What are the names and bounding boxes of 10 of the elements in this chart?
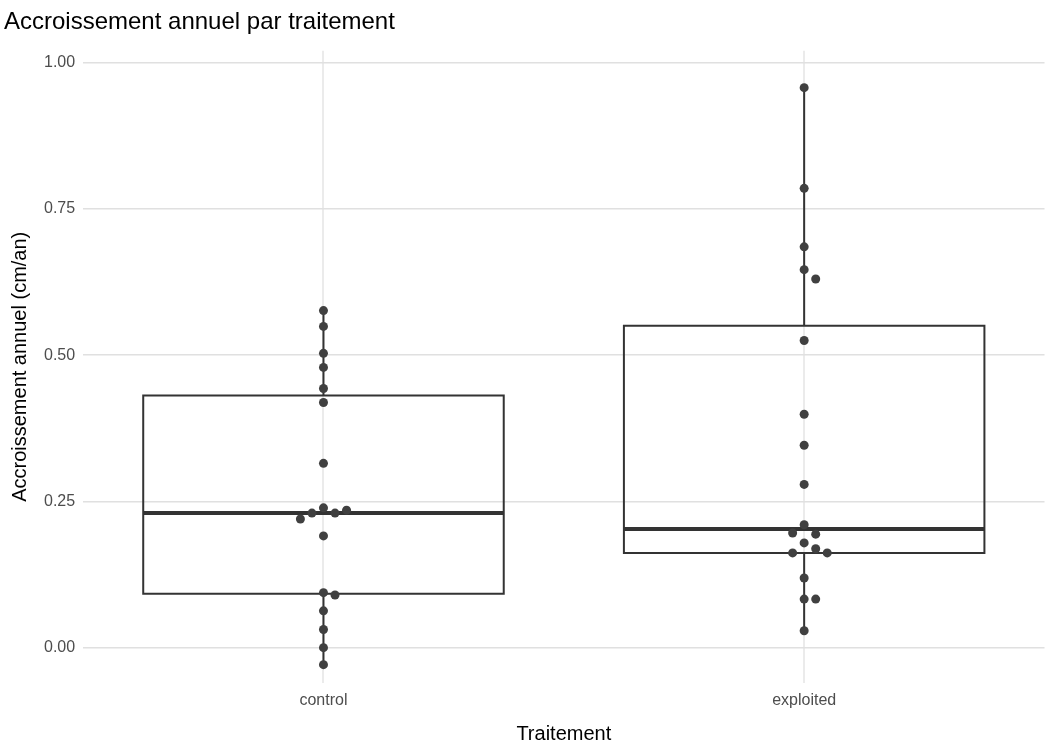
x-tick-label: exploited [772, 690, 837, 708]
x-tick-label: control [299, 690, 348, 708]
y-tick-label: 0.00 [44, 638, 76, 656]
x-axis-title: Traitement [516, 721, 612, 744]
y-tick-label: 0.75 [44, 199, 76, 217]
y-tick-label: 0.25 [44, 491, 76, 509]
y-tick-label: 1.00 [44, 52, 76, 70]
y-axis-title: Accroissement annuel (cm/an) [7, 231, 30, 502]
y-tick-label: 0.50 [44, 345, 76, 363]
chart-title: Accroissement annuel par traitement [4, 7, 396, 35]
